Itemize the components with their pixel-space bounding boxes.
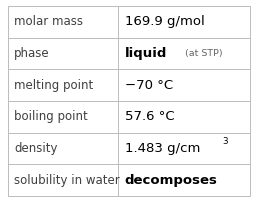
Text: boiling point: boiling point: [14, 110, 88, 123]
Text: density: density: [14, 142, 58, 155]
Text: molar mass: molar mass: [14, 15, 83, 28]
Text: −70 °C: −70 °C: [125, 79, 173, 92]
Text: liquid: liquid: [125, 47, 167, 60]
Text: 3: 3: [222, 137, 228, 146]
Text: phase: phase: [14, 47, 50, 60]
Text: solubility in water: solubility in water: [14, 174, 120, 187]
Text: 57.6 °C: 57.6 °C: [125, 110, 174, 123]
Text: (at STP): (at STP): [182, 49, 223, 58]
Text: melting point: melting point: [14, 79, 93, 92]
Text: 169.9 g/mol: 169.9 g/mol: [125, 15, 204, 28]
Text: decomposes: decomposes: [125, 174, 217, 187]
Text: 1.483 g/cm: 1.483 g/cm: [125, 142, 200, 155]
